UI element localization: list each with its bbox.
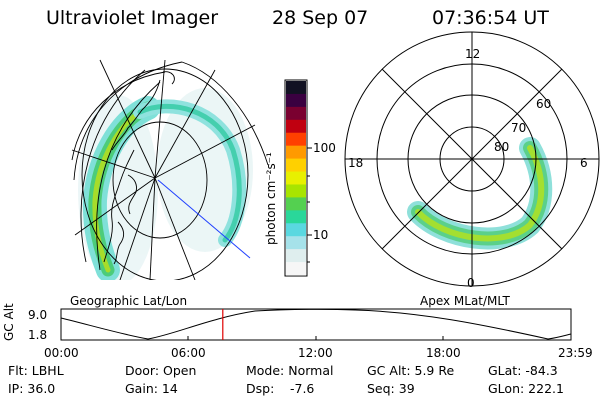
colorbar-swatch — [286, 132, 306, 147]
left-map-aurora — [82, 96, 247, 280]
mlt-label-6: 6 — [580, 156, 588, 170]
colorbar-swatch — [286, 171, 306, 186]
right-polar-plot — [344, 31, 600, 287]
left-map-coastlines — [103, 71, 175, 265]
left-map-caption: Geographic Lat/Lon — [70, 294, 188, 308]
timeline-ylabel: GC Alt — [2, 303, 16, 341]
filter-info: Flt: LBHL — [8, 363, 64, 378]
colorbar-swatch — [286, 106, 306, 121]
colorbar-swatch — [286, 197, 306, 211]
ip-info: IP: 36.0 — [8, 381, 56, 396]
time-label: 07:36:54 UT — [432, 7, 549, 29]
mlt-label-12: 12 — [465, 47, 481, 61]
glat-info: GLat: -84.3 — [488, 363, 558, 378]
orbit-altitude-curve — [60, 308, 572, 340]
dsp-value: -7.6 — [290, 381, 315, 396]
mode-info: Mode: Normal — [246, 363, 334, 378]
timeline-ytick-bottom: 1.8 — [28, 328, 48, 342]
colorbar-swatch — [286, 119, 306, 134]
colorbar-swatch — [286, 249, 306, 263]
lat-label-70: 70 — [511, 121, 527, 135]
app-title: Ultraviolet Imager — [46, 7, 219, 29]
colorbar-swatch — [286, 81, 306, 95]
left-map-grid — [71, 59, 269, 280]
door-info: Door: Open — [125, 363, 197, 378]
gain-info: Gain: 14 — [125, 381, 178, 396]
mlt-label-18: 18 — [348, 156, 364, 170]
colorbar-swatch — [286, 93, 306, 108]
gc-alt-info: GC Alt: 5.9 Re — [367, 363, 455, 378]
date-label: 28 Sep 07 — [272, 7, 369, 29]
colorbar-swatches — [286, 81, 306, 276]
glon-info: GLon: 222.1 — [488, 381, 564, 396]
left-map — [71, 59, 269, 280]
timeline-xtick-label: 23:59 — [558, 346, 593, 360]
timeline-plot — [60, 308, 572, 341]
colorbar-swatch — [286, 262, 306, 276]
timeline-xtick-label: 12:00 — [298, 346, 333, 360]
colorbar-unit-label: photon cm⁻²s⁻¹ — [264, 152, 278, 245]
mlt-label-0: 0 — [467, 276, 475, 290]
colorbar-swatch — [286, 145, 306, 160]
colorbar-swatch — [286, 184, 306, 198]
colorbar-label-10: 10 — [313, 228, 329, 242]
timeline-ytick-top: 9.0 — [28, 308, 48, 322]
timeline-xtick-label: 00:00 — [44, 346, 79, 360]
left-map-sun-direction — [157, 179, 251, 259]
polar-grid — [344, 31, 600, 287]
colorbar — [284, 79, 312, 277]
lat-label-60: 60 — [536, 97, 552, 111]
timeline-xtick-label: 18:00 — [426, 346, 461, 360]
right-polar-caption: Apex MLat/MLT — [420, 294, 510, 308]
colorbar-swatch — [286, 158, 306, 173]
timeline-frame — [60, 308, 572, 341]
seq-info: Seq: 39 — [367, 381, 415, 396]
colorbar-swatch — [286, 236, 306, 250]
lat-label-80: 80 — [494, 140, 510, 154]
timeline-xticks — [60, 336, 572, 340]
colorbar-frame — [284, 79, 308, 277]
timeline-xtick-label: 06:00 — [171, 346, 206, 360]
colorbar-label-100: 100 — [313, 141, 336, 155]
polar-aurora — [407, 137, 553, 250]
colorbar-swatch — [286, 210, 306, 224]
colorbar-swatch — [286, 223, 306, 237]
dsp-label: Dsp: — [246, 381, 275, 396]
